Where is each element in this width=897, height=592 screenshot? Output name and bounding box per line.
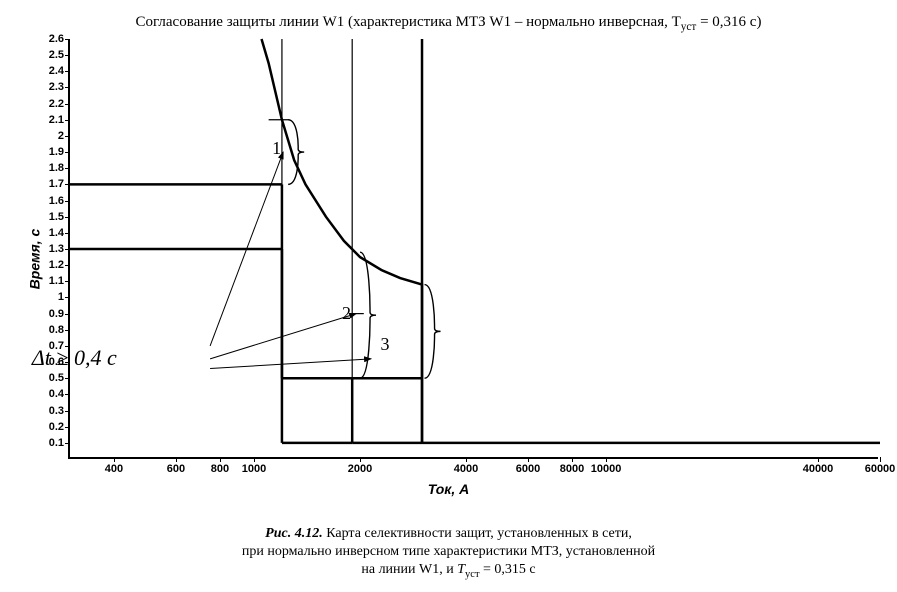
y-tick: 2.4 — [30, 65, 64, 77]
y-tick: 1.8 — [30, 162, 64, 174]
x-tick: 800 — [211, 463, 229, 475]
x-tick: 40000 — [803, 463, 834, 475]
x-tick: 400 — [105, 463, 123, 475]
y-tick: 1.1 — [30, 275, 64, 287]
figure-caption: Рис. 4.12. Карта селективности защит, ус… — [10, 525, 887, 582]
y-tick: 1.7 — [30, 178, 64, 190]
y-tick: 2 — [30, 130, 64, 142]
y-tick: 0.9 — [30, 308, 64, 320]
y-tick: 0.7 — [30, 340, 64, 352]
y-tick: 2.2 — [30, 98, 64, 110]
y-tick: 2.6 — [30, 33, 64, 45]
y-tick: 1 — [30, 291, 64, 303]
x-tick: 2000 — [348, 463, 372, 475]
caption-line-3: на линии W1, и Tуст = 0,315 с — [361, 562, 535, 577]
y-tick: 1.5 — [30, 211, 64, 223]
label-1: 1 — [272, 138, 281, 159]
x-tick: 6000 — [516, 463, 540, 475]
y-tick: 1.2 — [30, 259, 64, 271]
caption-line-1: Карта селективности защит, установленных… — [326, 526, 632, 541]
x-tick: 10000 — [591, 463, 622, 475]
y-tick: 0.8 — [30, 324, 64, 336]
y-tick: 2.1 — [30, 114, 64, 126]
x-axis-label: Ток, А — [10, 481, 887, 497]
chart-svg — [70, 39, 878, 457]
y-tick: 0.3 — [30, 405, 64, 417]
x-tick: 4000 — [454, 463, 478, 475]
y-tick: 2.3 — [30, 81, 64, 93]
x-tick: 1000 — [242, 463, 266, 475]
label-3: 3 — [381, 334, 390, 355]
y-tick: 0.5 — [30, 372, 64, 384]
caption-line-2: при нормально инверсном типе характерист… — [242, 544, 655, 559]
x-tick: 8000 — [560, 463, 584, 475]
chart-title: Согласование защиты линии W1 (характерис… — [10, 14, 887, 33]
label-2: 2 — [342, 303, 351, 324]
y-tick: 1.9 — [30, 146, 64, 158]
y-tick: 2.5 — [30, 49, 64, 61]
y-tick: 0.1 — [30, 437, 64, 449]
y-tick: 0.6 — [30, 356, 64, 368]
plot-area: Δt ≥ 0,4 c 1 2 3 0.10.20.30.40.50.60.70.… — [68, 39, 878, 459]
y-tick: 1.4 — [30, 227, 64, 239]
figure-number: Рис. 4.12. — [265, 526, 323, 541]
chart-container: Время, с Δt ≥ 0,4 c 1 2 3 0.10.20.30.40.… — [10, 39, 887, 479]
x-tick: 60000 — [865, 463, 896, 475]
y-tick: 1.3 — [30, 243, 64, 255]
y-tick: 1.6 — [30, 195, 64, 207]
x-tick: 600 — [167, 463, 185, 475]
y-tick: 0.4 — [30, 388, 64, 400]
y-tick: 0.2 — [30, 421, 64, 433]
